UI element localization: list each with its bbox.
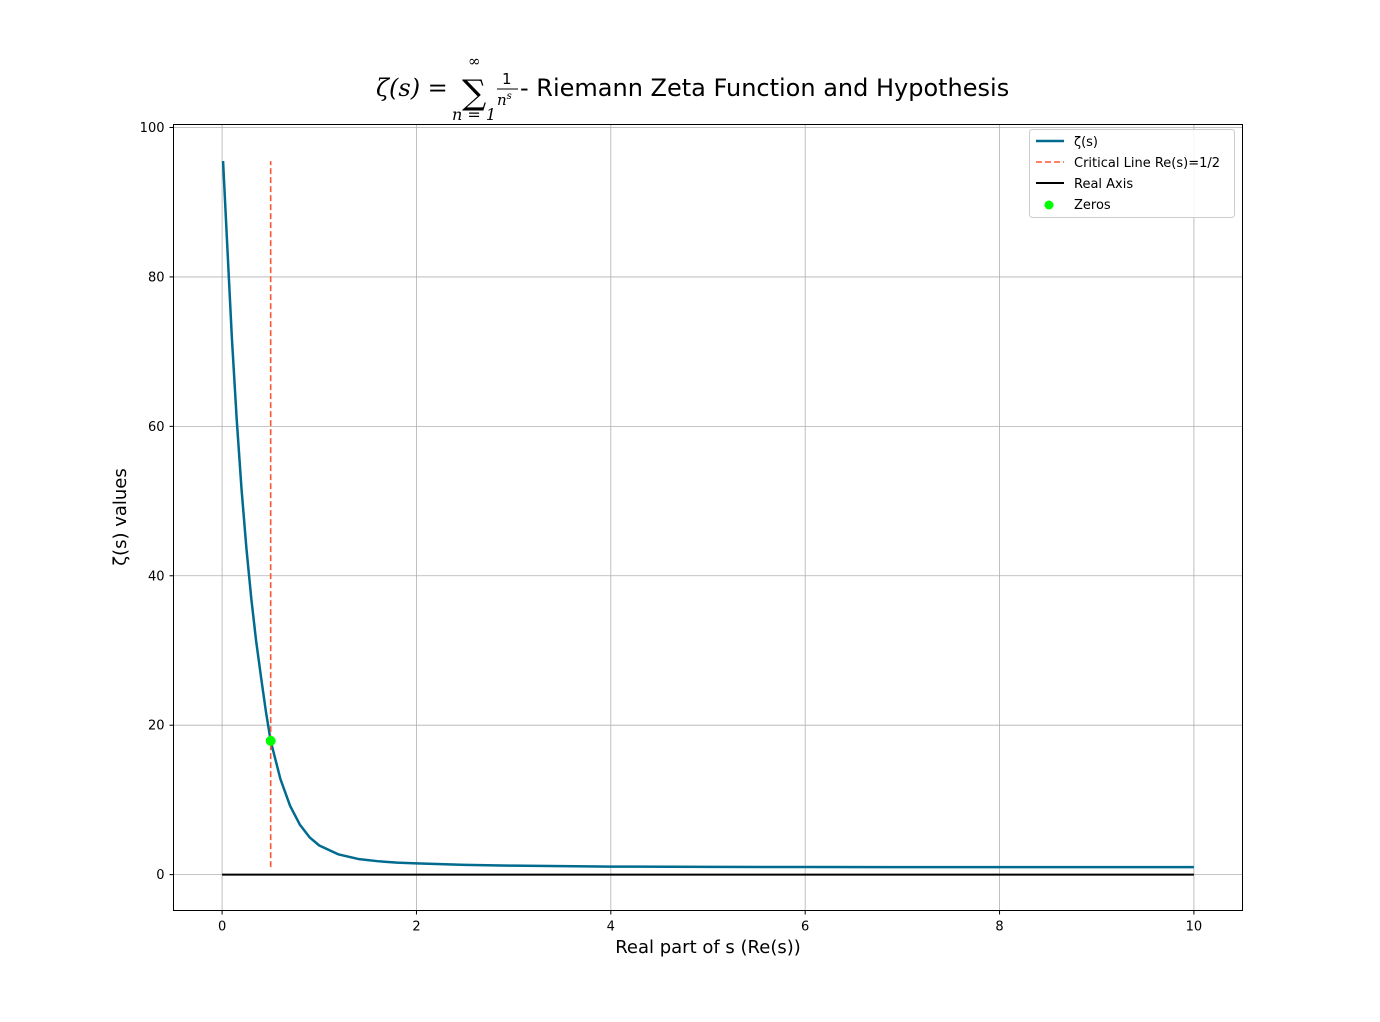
x-tick-label: 6 [801, 920, 809, 935]
legend-label-critical-line: Critical Line Re(s)=1/2 [1074, 156, 1220, 171]
y-tick-label: 0 [156, 868, 164, 883]
x-tick-label: 0 [218, 920, 226, 935]
legend-box [1029, 129, 1235, 218]
title-formula-lhs: ζ(s) = [376, 74, 448, 102]
y-tick-label: 100 [140, 121, 165, 136]
title-sum-symbol: ∑ [462, 73, 486, 113]
x-axis-label: Real part of s (Re(s)) [615, 937, 801, 958]
y-axis-label: ζ(s) values [110, 468, 131, 565]
grid-lines [173, 124, 1243, 911]
y-tick-label: 60 [148, 420, 165, 435]
zeta-curve [221, 161, 1194, 869]
svg-text:ζ(s) =: ζ(s) = [376, 74, 448, 102]
x-tick-label: 2 [412, 920, 420, 935]
y-tick-label: 80 [148, 270, 165, 285]
chart-title: ζ(s) = ∑ ∞ n = 1 1 ns - Riemann Zeta Fun… [376, 52, 1009, 124]
legend-label-real-axis: Real Axis [1074, 177, 1133, 192]
x-tick-label: 4 [607, 920, 615, 935]
x-tick-label: 8 [995, 920, 1003, 935]
title-sum-upper: ∞ [468, 52, 481, 70]
x-tick-label: 10 [1186, 920, 1203, 935]
title-text: - Riemann Zeta Function and Hypothesis [520, 74, 1009, 102]
series-layer [221, 161, 1194, 876]
legend-label-zeros: Zeros [1074, 198, 1111, 213]
title-fraction-denominator: ns [497, 91, 512, 109]
y-tick-label: 20 [148, 719, 165, 734]
plot-frame [173, 124, 1243, 911]
legend-label-zeta: ζ(s) [1074, 135, 1098, 150]
title-fraction-numerator: 1 [502, 70, 512, 88]
zero-marker [265, 735, 276, 746]
legend: ζ(s) Critical Line Re(s)=1/2 Real Axis Z… [1029, 129, 1235, 218]
y-tick-label: 40 [148, 569, 165, 584]
legend-swatch-zeros [1044, 200, 1054, 210]
title-sum-lower: n = 1 [452, 105, 496, 124]
